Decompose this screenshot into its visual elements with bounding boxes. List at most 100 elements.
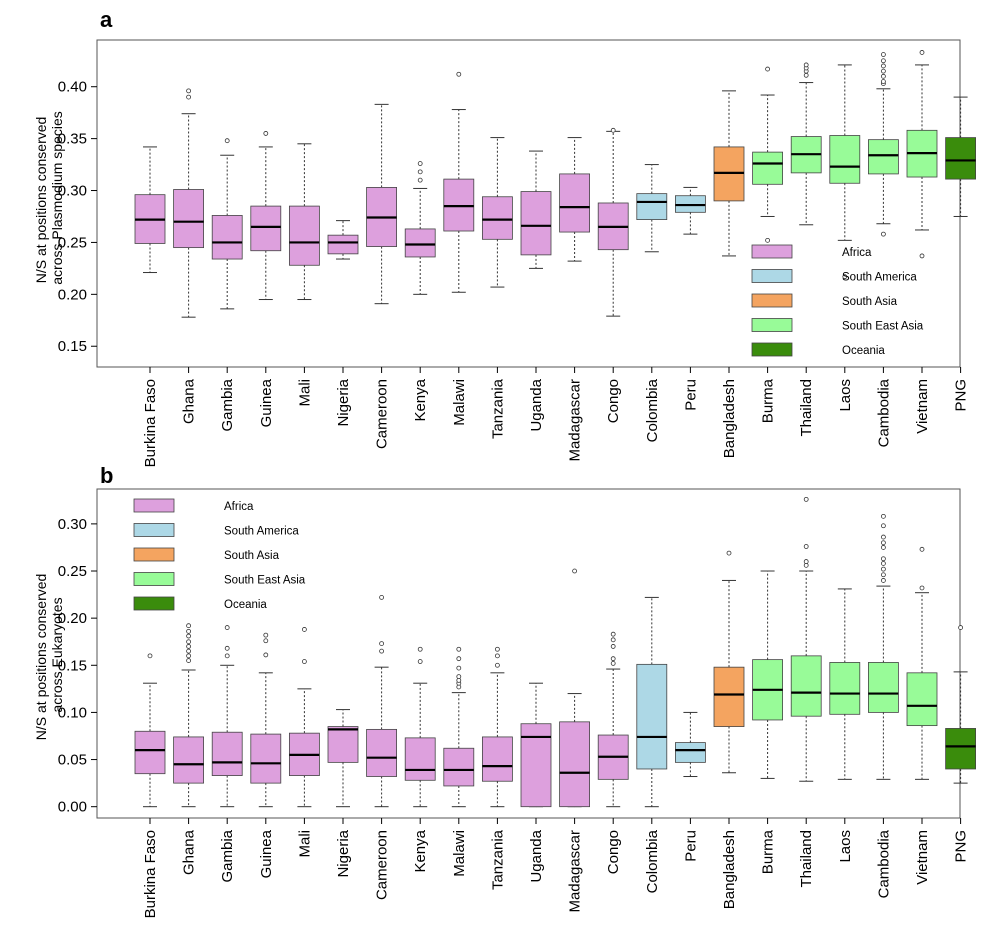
box [211, 731, 243, 776]
box [790, 655, 822, 717]
box [829, 135, 861, 184]
outlier-point [186, 648, 192, 654]
outlier-point [186, 628, 192, 634]
box [559, 721, 590, 808]
box [906, 672, 938, 727]
panel-letter-a: a [100, 7, 113, 32]
outlier-point [881, 572, 886, 578]
y-tick-label: 0.25 [58, 234, 87, 251]
outlier-point [803, 559, 809, 564]
plot-area-b: 0.00 0.05 0.10 0.15 0.20 0.25 0.30 Burkina Faso… [58, 488, 976, 918]
box [520, 191, 552, 256]
x-category-label: Guinea [258, 829, 275, 878]
outlier-point [224, 653, 230, 659]
outlier-point [881, 556, 886, 562]
x-category-label: Peru [682, 830, 699, 862]
x-category-label: Ghana [181, 378, 198, 424]
x-category-label: Gambia [219, 829, 236, 882]
x-category-label: Cambodia [875, 829, 892, 898]
x-category-label: Uganda [528, 829, 545, 882]
outlier-point [494, 646, 500, 652]
outlier-point [803, 72, 809, 78]
legend-swatch [751, 318, 793, 332]
outlier-point [263, 638, 269, 644]
panel-b-boxplot: b N/S at positions conserved across Euka… [33, 463, 976, 918]
legend-label: South Asia [224, 550, 280, 562]
x-category-label: Peru [682, 379, 699, 411]
outlier-point [726, 550, 732, 556]
outlier-point [881, 79, 886, 84]
outlier-point [881, 231, 886, 237]
outlier-point [494, 653, 500, 659]
outlier-point [919, 546, 925, 552]
legend-label: Africa [224, 501, 254, 513]
outlier-point [610, 644, 616, 649]
y-tick-label: 0.15 [58, 338, 87, 355]
x-category-label: Kenya [412, 829, 429, 872]
outlier-point [186, 94, 192, 100]
x-category-label: Guinea [258, 378, 275, 427]
outlier-point [224, 138, 230, 144]
box [752, 151, 783, 185]
outlier-point [610, 637, 616, 643]
legend-label: South East Asia [842, 321, 924, 333]
outlier-point [919, 585, 925, 591]
x-category-label: Tanzania [489, 829, 506, 890]
outlier-point [610, 631, 616, 637]
outlier-point [301, 659, 307, 664]
box [636, 193, 668, 220]
outlier-point [958, 625, 963, 630]
x-category-label: Vietnam [914, 379, 931, 434]
x-category-label: Tanzania [489, 378, 506, 439]
box [868, 662, 899, 713]
legend-label: South America [224, 526, 299, 538]
legend-swatch [133, 498, 175, 513]
plot-area-a: 0.15 0.20 0.25 0.30 0.35 0.40 Burkina Faso Ghan… [58, 39, 976, 467]
outlier-point [186, 658, 192, 663]
y-tick-label: 0.15 [58, 657, 87, 674]
outlier-point [456, 674, 462, 679]
legend-label: Oceania [224, 599, 267, 611]
outlier-point [379, 595, 385, 600]
legend-swatch [751, 342, 793, 357]
outlier-point [803, 62, 809, 68]
outlier-point [456, 665, 462, 671]
x-category-label: Uganda [528, 378, 545, 431]
outlier-point [881, 545, 886, 550]
x-category-label: Madagascar [567, 830, 584, 913]
outlier-point [881, 68, 886, 74]
outlier-point [224, 625, 230, 630]
x-category-label: Burma [760, 829, 777, 874]
legend-swatch [751, 269, 793, 283]
outlier-point [379, 641, 385, 647]
box [675, 742, 706, 763]
x-category-label: Cambodia [875, 378, 892, 447]
outlier-point [186, 633, 192, 639]
x-category-label: Madagascar [567, 379, 584, 462]
outlier-point [881, 52, 886, 57]
panel-letter-b: b [100, 463, 113, 488]
x-category-label: Bangladesh [721, 830, 738, 909]
x-category-label: Burkina Faso [142, 830, 159, 918]
x-category-label: Vietnam [914, 830, 931, 885]
box [288, 205, 320, 266]
y-tick-label: 0.25 [58, 563, 87, 580]
outlier-point [919, 50, 925, 55]
outlier-point [186, 88, 192, 94]
x-category-label: Colombia [644, 829, 661, 893]
legend-swatch [133, 547, 175, 562]
x-category-label: Thailand [798, 830, 815, 888]
box [404, 228, 436, 258]
box [211, 215, 243, 260]
outlier-point [417, 177, 423, 183]
outlier-point [186, 639, 192, 645]
x-category-label: Laos [837, 379, 854, 412]
x-category-label: PNG [953, 830, 970, 863]
outlier-point [186, 644, 192, 649]
outlier-point [572, 568, 577, 574]
x-category-label: Malawi [451, 379, 468, 426]
legend-swatch [751, 293, 793, 308]
legend-label: South Asia [842, 296, 898, 308]
outlier-point [494, 662, 500, 668]
legend-label: South East Asia [224, 575, 306, 587]
